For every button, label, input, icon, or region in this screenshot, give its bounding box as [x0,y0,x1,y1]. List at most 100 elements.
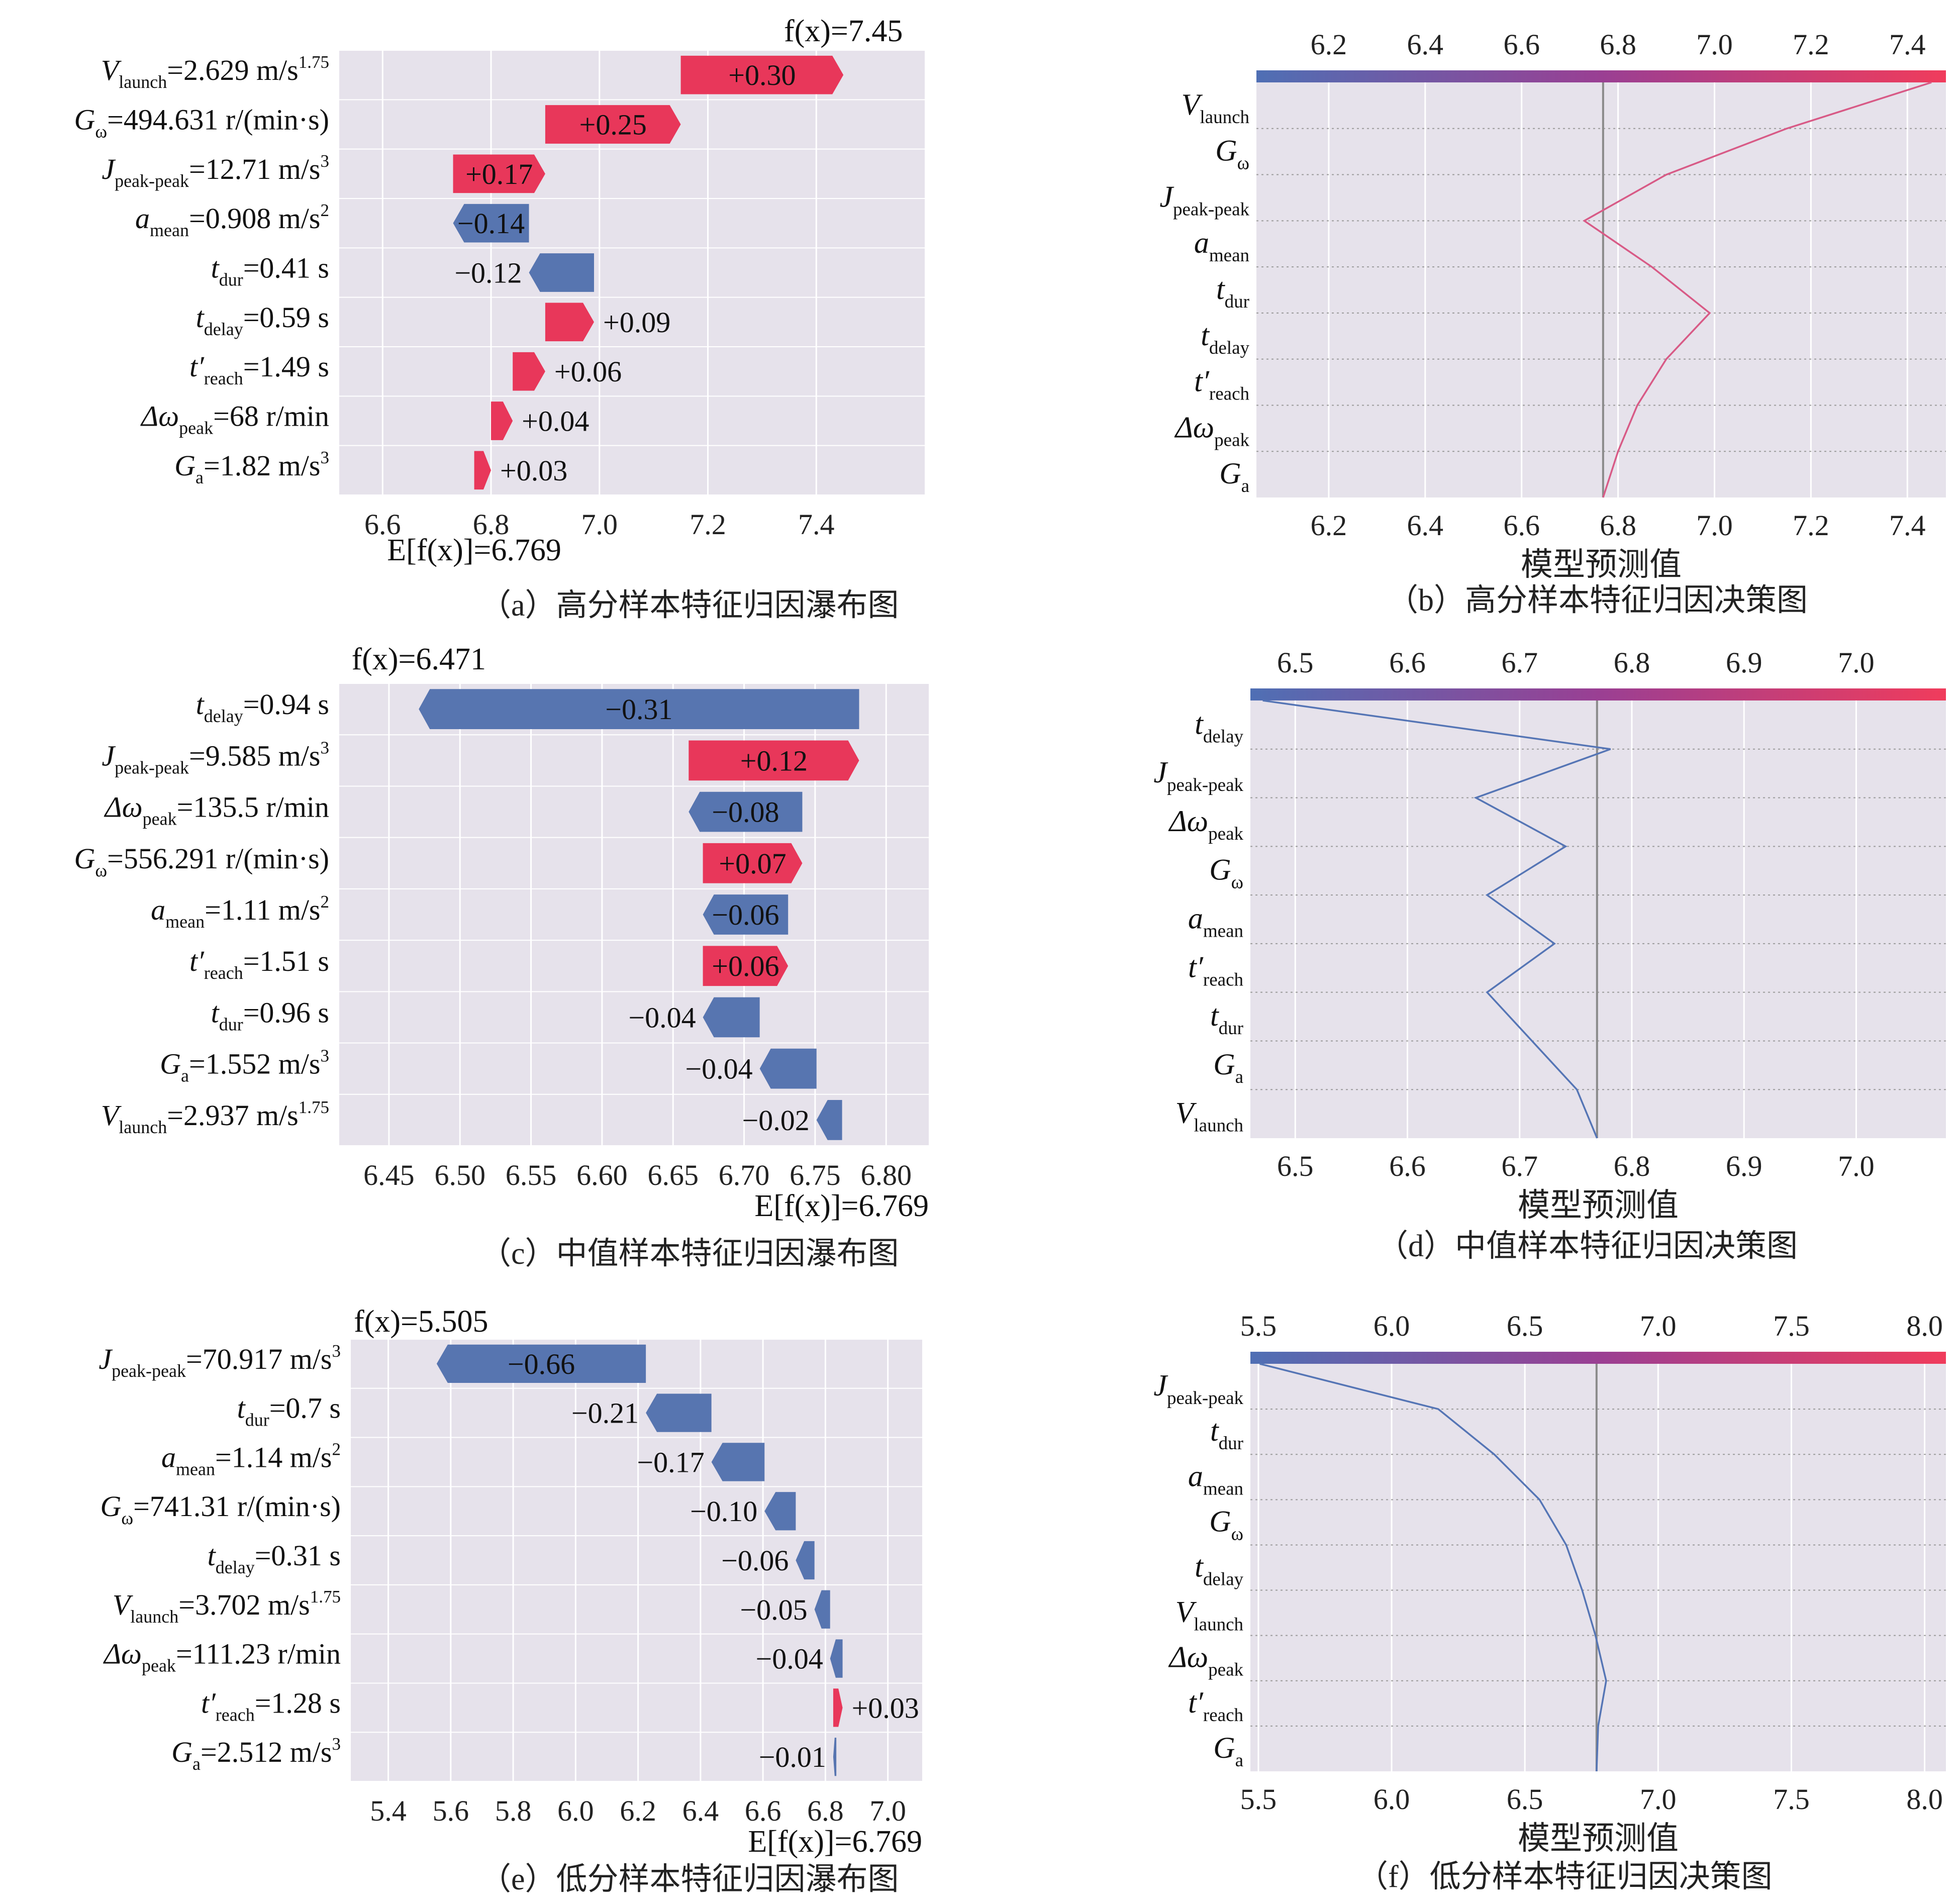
feature-label: Gω=741.31 r/(min·s) [101,1490,341,1528]
panel-caption: （d）中值样本特征归因决策图 [1377,1229,1798,1263]
bar-value-label: −0.01 [759,1741,826,1773]
bar-negative [830,1639,843,1678]
x-tick-label-top: 5.5 [1240,1310,1277,1342]
x-tick-label-top: 6.6 [1503,28,1540,61]
feature-label: tdur=0.96 s [211,996,329,1034]
feature-label: tdelay=0.59 s [196,301,329,339]
x-tick-label: 7.2 [690,508,726,541]
x-tick-label: 7.2 [1793,509,1829,542]
bar-positive [513,352,545,391]
bar-positive [703,946,789,986]
feature-label: amean=1.11 m/s2 [151,892,329,932]
feature-label: Jpeak-peak [1153,756,1243,795]
feature-label: Δωpeak=135.5 r/min [104,791,329,829]
x-tick-label: 6.6 [364,508,401,541]
x-tick-label: 7.0 [1838,1150,1875,1182]
feature-label: tdur [1210,1414,1243,1454]
colorbar [1250,688,1946,700]
bar-positive [474,451,492,490]
feature-label: Gω=556.291 r/(min·s) [74,842,329,880]
x-tick-label-top: 6.8 [1600,28,1636,61]
x-tick-label: 6.6 [745,1794,781,1827]
feature-label: Ga=2.512 m/s3 [171,1734,341,1774]
panel-a-waterfall: 6.6 6.8 7.0 7.2 7.4 +0.30 Vlaunch=2.629 m/s1.7… [74,14,925,623]
x-tick-label-top: 7.0 [1640,1310,1677,1342]
plot-area [1256,70,1946,497]
bar-value-label: −0.06 [712,898,779,931]
feature-label: Vlaunch=2.937 m/s1.75 [101,1097,329,1137]
x-tick-label: 5.4 [370,1794,407,1827]
bar-negative [703,894,789,935]
bar-value-label: +0.25 [579,109,647,141]
decision-path [1262,699,1611,1139]
fx-label: f(x)=6.471 [352,642,486,676]
bar-value-label: +0.04 [522,405,589,438]
feature-label: Vlaunch=2.629 m/s1.75 [101,52,329,92]
panel-e-waterfall: 5.4 5.6 5.8 6.0 6.2 6.4 6.6 6.8 7.0 −0.66 Jpeak-pe… [99,1305,922,1896]
x-tick-label-top: 6.7 [1501,646,1538,679]
panel-b-decision: 6.2 6.2 6.4 6.4 6.6 6.6 6.8 6.8 7.0 7.0 7.2 7.2 7.4 7… [1159,28,1946,618]
bar-value-label: −0.21 [571,1397,639,1430]
x-axis-title: 模型预测值 [1521,547,1682,582]
x-tick-label: 7.4 [1889,509,1926,542]
x-tick-label: 6.6 [1503,509,1540,542]
feature-label: Δωpeak [1174,411,1250,450]
x-tick-label: 7.0 [581,508,618,541]
feature-label: Ga=1.82 m/s3 [174,448,329,487]
x-tick-label: 6.8 [807,1794,844,1827]
bar-value-label: −0.04 [685,1053,752,1085]
x-tick-label: 7.5 [1773,1783,1810,1816]
feature-label: Gω=494.631 r/(min·s) [74,104,329,142]
bar-negative [453,204,529,243]
x-tick-label: 6.50 [435,1159,486,1191]
bar-negative [833,1737,837,1776]
x-axis-title: 模型预测值 [1518,1821,1679,1856]
x-tick-label-top: 6.8 [1614,646,1650,679]
feature-label: tdur=0.7 s [237,1392,341,1430]
feature-label: amean=1.14 m/s2 [161,1439,341,1479]
x-tick-label: 6.2 [620,1794,656,1827]
x-tick-label: 5.8 [495,1794,532,1827]
feature-label: amean [1188,1459,1243,1499]
feature-label: tdelay=0.31 s [208,1539,341,1577]
x-tick-label: 6.5 [1277,1150,1314,1182]
bar-negative [646,1393,712,1432]
decision-path [1259,1363,1607,1772]
panel-caption: （c）中值样本特征归因瀑布图 [480,1237,899,1271]
x-axis-title: 模型预测值 [1518,1187,1679,1223]
bar-negative [764,1492,796,1531]
feature-label: tdelay=0.94 s [196,688,329,726]
bar-negative [419,689,859,729]
x-tick-label: 7.0 [1640,1783,1677,1816]
feature-label: Jpeak-peak=12.71 m/s3 [102,151,329,191]
x-tick-label: 7.4 [798,508,835,541]
bar-value-label: −0.04 [755,1643,823,1675]
x-tick-label: 6.7 [1501,1150,1538,1182]
fx-label: f(x)=7.45 [784,14,903,48]
x-tick-label: 6.2 [1311,509,1347,542]
feature-label: Jpeak-peak [1159,180,1249,220]
expected-value-label: E[f(x)]=6.769 [387,533,561,567]
x-tick-label: 6.8 [1600,509,1636,542]
colorbar [1250,1352,1946,1364]
panel-c-waterfall: 6.45 6.50 6.55 6.60 6.65 6.70 6.75 6.80 −0.31 tde… [74,642,929,1271]
feature-label: Jpeak-peak=70.917 m/s3 [99,1341,341,1381]
bar-value-label: −0.31 [605,693,672,726]
feature-label: Δωpeak=111.23 r/min [103,1638,341,1676]
bar-positive [545,303,594,342]
bar-value-label: +0.09 [603,306,670,339]
x-tick-label: 6.0 [1374,1783,1410,1816]
bar-negative [759,1048,817,1089]
x-tick-label: 6.70 [719,1159,770,1191]
bar-value-label: −0.10 [690,1495,757,1528]
bar-value-label: +0.12 [740,744,808,777]
bar-positive [833,1688,843,1727]
bar-negative [529,253,594,292]
x-tick-label: 6.4 [1407,509,1444,542]
feature-label: tdelay [1195,1550,1243,1590]
plot-area [1250,1352,1946,1771]
x-tick-label-top: 7.0 [1696,28,1733,61]
feature-label: tdur=0.41 s [211,252,329,290]
colorbar [1256,70,1946,82]
